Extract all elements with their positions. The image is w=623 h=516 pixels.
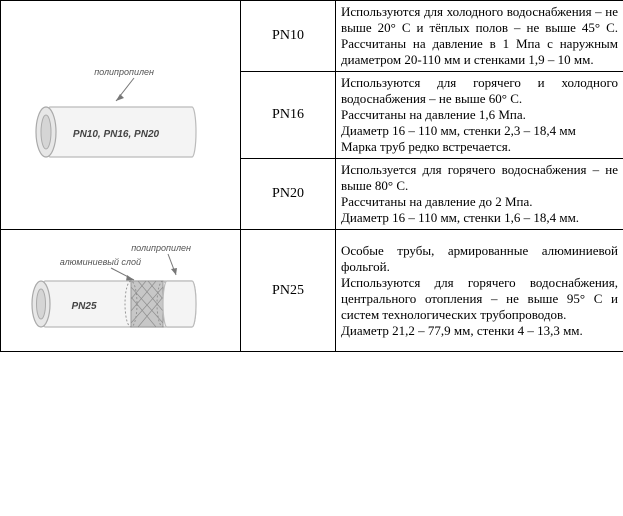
desc-line: Особые трубы, армированные алюминиевой ф… bbox=[341, 243, 618, 275]
pipe-arrowhead bbox=[126, 275, 134, 281]
pipe-illustration-cell: полипропилен алюминиевый слой bbox=[1, 230, 241, 352]
pipe-label: PN25 bbox=[71, 301, 96, 312]
pn-description: Используются для холодного водоснабжения… bbox=[336, 1, 623, 72]
pipe-spec-table: полипропилен PN10, PN16, PN20 PN10 bbox=[0, 0, 623, 352]
desc-line: Используются для горячего и холодного во… bbox=[341, 75, 618, 107]
pipe-arrowhead bbox=[171, 268, 177, 275]
pn-code: PN10 bbox=[241, 1, 336, 72]
pipe-cap bbox=[163, 281, 196, 327]
desc-line: Используются для горячего водоснабжения,… bbox=[341, 275, 618, 323]
desc-line: Диаметр 16 – 110 мм, стенки 1,6 – 18,4 м… bbox=[341, 210, 618, 226]
desc-line: Используются для холодного водоснабжения… bbox=[341, 4, 618, 68]
table-row: полипропилен PN10, PN16, PN20 PN10 bbox=[1, 1, 623, 72]
pipe-caption-pp: полипропилен bbox=[131, 243, 191, 253]
pipe-reinforced-illustration: полипропилен алюминиевый слой bbox=[16, 233, 226, 348]
pn-description: Используется для горячего водоснабжения … bbox=[336, 159, 623, 230]
pipe-caption: полипропилен bbox=[94, 67, 154, 77]
pipe-illustration-cell: полипропилен PN10, PN16, PN20 bbox=[1, 1, 241, 230]
pn-code: PN16 bbox=[241, 72, 336, 159]
pipe-arrowhead bbox=[116, 94, 124, 101]
pipe-label: PN10, PN16, PN20 bbox=[72, 129, 159, 140]
aluminum-band bbox=[131, 281, 163, 327]
desc-line: Марка труб редко встречается. bbox=[341, 139, 618, 155]
table-row: полипропилен алюминиевый слой bbox=[1, 230, 623, 352]
pipe-plain-illustration: полипропилен PN10, PN16, PN20 bbox=[16, 45, 226, 185]
desc-line: Рассчитаны на давление 1,6 Мпа. bbox=[341, 107, 618, 123]
desc-line: Используется для горячего водоснабжения … bbox=[341, 162, 618, 194]
desc-line: Диаметр 21,2 – 77,9 мм, стенки 4 – 13,3 … bbox=[341, 323, 618, 339]
desc-line: Рассчитаны на давление до 2 Мпа. bbox=[341, 194, 618, 210]
desc-line: Диаметр 16 – 110 мм, стенки 2,3 – 18,4 м… bbox=[341, 123, 618, 139]
pn-description: Используются для горячего и холодного во… bbox=[336, 72, 623, 159]
pn-code: PN20 bbox=[241, 159, 336, 230]
pn-code: PN25 bbox=[241, 230, 336, 352]
pn-description: Особые трубы, армированные алюминиевой ф… bbox=[336, 230, 623, 352]
pipe-caption-al: алюминиевый слой bbox=[59, 257, 140, 267]
